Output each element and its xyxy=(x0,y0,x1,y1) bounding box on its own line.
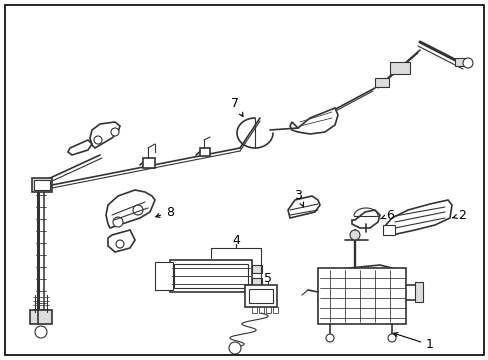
Text: 1: 1 xyxy=(393,333,433,351)
Bar xyxy=(382,225,394,235)
Circle shape xyxy=(94,136,102,144)
Circle shape xyxy=(228,342,241,354)
Polygon shape xyxy=(68,140,92,155)
Polygon shape xyxy=(106,190,155,228)
Bar xyxy=(265,307,270,313)
Polygon shape xyxy=(351,210,379,228)
Circle shape xyxy=(35,326,47,338)
Text: 8: 8 xyxy=(156,206,174,219)
Circle shape xyxy=(325,334,333,342)
Bar xyxy=(155,262,173,290)
Polygon shape xyxy=(287,196,319,218)
Bar xyxy=(317,268,405,324)
Bar xyxy=(251,265,262,273)
Bar xyxy=(142,158,155,168)
Text: 3: 3 xyxy=(293,189,303,207)
Polygon shape xyxy=(384,200,451,235)
Bar xyxy=(34,180,50,190)
Bar xyxy=(244,285,276,307)
Bar xyxy=(454,58,468,66)
Bar xyxy=(259,307,264,313)
Text: 4: 4 xyxy=(232,234,240,247)
Polygon shape xyxy=(289,108,337,134)
Bar xyxy=(251,278,262,286)
Bar xyxy=(30,310,52,324)
Bar xyxy=(200,148,209,156)
Bar xyxy=(170,260,251,292)
Circle shape xyxy=(133,205,142,215)
Bar xyxy=(248,289,272,303)
Text: 6: 6 xyxy=(380,208,393,221)
Bar xyxy=(272,307,278,313)
Circle shape xyxy=(111,128,119,136)
Bar xyxy=(414,282,422,302)
Circle shape xyxy=(113,217,123,227)
Text: 2: 2 xyxy=(451,208,465,221)
Bar xyxy=(174,264,247,288)
Polygon shape xyxy=(90,122,120,148)
Circle shape xyxy=(387,334,395,342)
Polygon shape xyxy=(317,265,404,322)
Bar xyxy=(374,78,388,87)
Bar xyxy=(32,178,52,192)
Circle shape xyxy=(116,240,124,248)
Circle shape xyxy=(349,230,359,240)
Polygon shape xyxy=(108,230,135,252)
Text: 5: 5 xyxy=(264,271,271,284)
Bar xyxy=(389,62,409,74)
Circle shape xyxy=(462,58,472,68)
Text: 7: 7 xyxy=(230,96,243,117)
Bar xyxy=(251,307,257,313)
